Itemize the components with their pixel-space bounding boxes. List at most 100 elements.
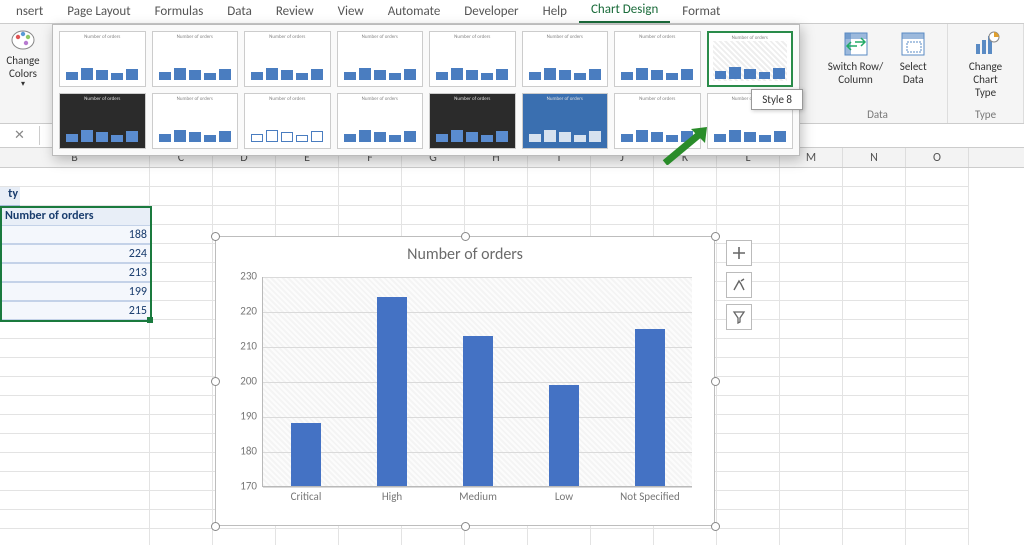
chart-style-thumb-4[interactable]: Number of orders — [337, 31, 424, 87]
chart-style-thumb-13[interactable]: Number of orders — [429, 93, 516, 149]
cell[interactable] — [843, 453, 906, 472]
cell[interactable] — [150, 187, 213, 206]
cell[interactable] — [150, 377, 213, 396]
chart-filter-button[interactable] — [726, 304, 752, 330]
cell[interactable] — [465, 168, 528, 187]
chart-style-thumb-8[interactable]: Number of orders — [707, 31, 794, 87]
cell[interactable] — [150, 472, 213, 491]
cell[interactable] — [213, 168, 276, 187]
cell[interactable] — [0, 510, 150, 529]
cell[interactable] — [906, 415, 969, 434]
cell[interactable] — [717, 453, 780, 472]
cell[interactable] — [0, 358, 150, 377]
cell[interactable] — [0, 529, 150, 545]
cell[interactable] — [465, 206, 528, 225]
bar-high[interactable] — [377, 297, 407, 486]
resize-handle[interactable] — [711, 522, 720, 531]
cell[interactable] — [843, 529, 906, 545]
cell[interactable] — [717, 472, 780, 491]
cell[interactable] — [906, 491, 969, 510]
cell[interactable] — [906, 168, 969, 187]
cell[interactable] — [150, 415, 213, 434]
ribbon-tab-format[interactable]: Format — [670, 0, 732, 23]
chart-styles-button[interactable] — [726, 272, 752, 298]
chart-style-thumb-11[interactable]: Number of orders — [244, 93, 331, 149]
cell[interactable] — [150, 358, 213, 377]
cell[interactable] — [0, 187, 150, 206]
chart-style-thumb-9[interactable]: Number of orders — [59, 93, 146, 149]
cell[interactable] — [150, 453, 213, 472]
cell[interactable] — [654, 187, 717, 206]
cell[interactable] — [780, 263, 843, 282]
embedded-chart[interactable]: Number of orders 170180190200210220230Cr… — [215, 236, 715, 526]
cell[interactable] — [906, 434, 969, 453]
cell[interactable] — [0, 472, 150, 491]
cell[interactable] — [780, 491, 843, 510]
cell[interactable] — [654, 206, 717, 225]
cell[interactable] — [780, 510, 843, 529]
cell[interactable] — [717, 510, 780, 529]
cell[interactable] — [150, 320, 213, 339]
cell[interactable] — [150, 225, 213, 244]
cell[interactable] — [528, 206, 591, 225]
cell[interactable] — [843, 320, 906, 339]
cell[interactable] — [906, 339, 969, 358]
resize-handle[interactable] — [711, 377, 720, 386]
resize-handle[interactable] — [711, 232, 720, 241]
cell[interactable] — [402, 206, 465, 225]
ribbon-tab-nsert[interactable]: nsert — [4, 0, 55, 23]
cell[interactable] — [780, 472, 843, 491]
select-data-button[interactable]: Select Data — [893, 28, 933, 88]
cell[interactable] — [591, 187, 654, 206]
cell[interactable] — [717, 358, 780, 377]
cell[interactable] — [906, 301, 969, 320]
cell[interactable] — [780, 339, 843, 358]
cell[interactable] — [150, 263, 213, 282]
ribbon-tab-review[interactable]: Review — [264, 0, 326, 23]
cell[interactable] — [591, 206, 654, 225]
cell[interactable] — [906, 282, 969, 301]
cell[interactable] — [843, 491, 906, 510]
cell[interactable] — [906, 529, 969, 545]
cell[interactable] — [150, 491, 213, 510]
cell[interactable] — [339, 529, 402, 545]
cell[interactable] — [843, 187, 906, 206]
cell[interactable] — [213, 187, 276, 206]
cell[interactable] — [150, 434, 213, 453]
cell[interactable] — [150, 244, 213, 263]
cell[interactable] — [843, 263, 906, 282]
cell[interactable] — [780, 168, 843, 187]
cell[interactable] — [906, 206, 969, 225]
ribbon-tab-automate[interactable]: Automate — [376, 0, 453, 23]
change-colors-button[interactable]: Change Colors ▾ — [0, 24, 46, 92]
bar-critical[interactable] — [291, 423, 321, 486]
cell[interactable] — [213, 206, 276, 225]
cell[interactable] — [339, 168, 402, 187]
ribbon-tab-help[interactable]: Help — [531, 0, 579, 23]
cell[interactable] — [906, 244, 969, 263]
cell[interactable] — [0, 168, 150, 187]
cell[interactable] — [717, 415, 780, 434]
cell[interactable] — [0, 320, 150, 339]
cell[interactable] — [465, 529, 528, 545]
chart-style-thumb-5[interactable]: Number of orders — [429, 31, 516, 87]
cell[interactable] — [780, 453, 843, 472]
cell[interactable] — [906, 187, 969, 206]
cell[interactable] — [0, 339, 150, 358]
cell[interactable] — [717, 434, 780, 453]
cell[interactable] — [150, 301, 213, 320]
cell[interactable] — [591, 168, 654, 187]
cell[interactable] — [528, 529, 591, 545]
cell[interactable] — [528, 168, 591, 187]
cell[interactable] — [843, 377, 906, 396]
cell[interactable] — [0, 377, 150, 396]
chart-style-thumb-14[interactable]: Number of orders — [522, 93, 609, 149]
switch-row-column-button[interactable]: Switch Row/ Column — [822, 28, 889, 88]
chart-title[interactable]: Number of orders — [216, 237, 714, 268]
cell[interactable] — [906, 377, 969, 396]
cell[interactable] — [276, 187, 339, 206]
chart-plot-area[interactable]: 170180190200210220230CriticalHighMediumL… — [262, 277, 692, 487]
cell[interactable] — [213, 529, 276, 545]
cell[interactable] — [717, 396, 780, 415]
cell[interactable] — [843, 472, 906, 491]
